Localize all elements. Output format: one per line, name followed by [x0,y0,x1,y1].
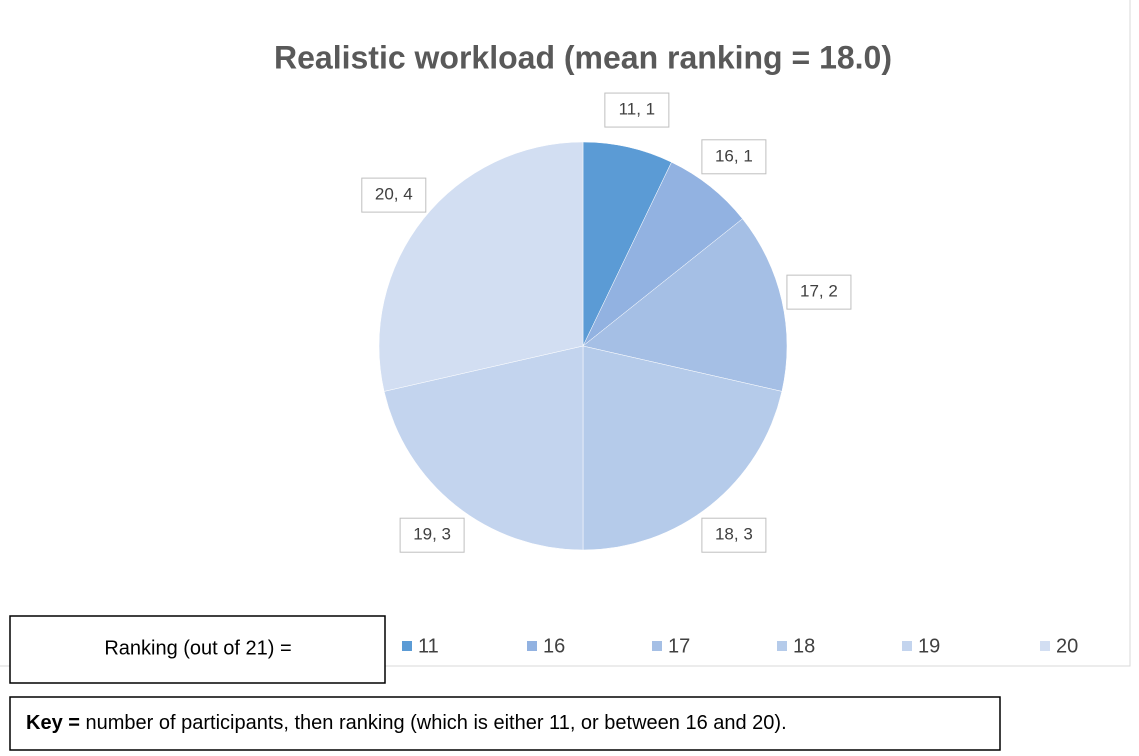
data-label-box [786,274,852,310]
key-box [9,696,1001,751]
data-label-box [361,177,427,213]
legend-title: Ranking (out of 21) = [104,637,291,659]
legend-title-box [9,615,386,684]
legend-label: 11 [418,635,439,657]
data-label: 16, 1 [715,146,753,165]
legend-label: 20 [1056,635,1078,657]
legend-swatch [777,641,787,651]
legend-label: 16 [543,635,565,657]
data-label: 20, 4 [375,185,413,204]
data-label-box [604,92,670,128]
legend-swatch [527,641,537,651]
legend-label: 17 [668,635,690,657]
pie-slice [582,345,783,551]
legend-swatch [402,641,412,651]
pie-slice [378,141,584,392]
legend-swatch [652,641,662,651]
key-text: number of participants, then ranking (wh… [80,712,787,734]
pie-slice [383,345,584,551]
data-label: 11, 1 [619,100,656,119]
legend-swatch [1040,641,1050,651]
data-label: 19, 3 [413,525,451,544]
legend-swatch [902,641,912,651]
data-label-box [701,517,767,553]
pie-slice [582,218,788,392]
data-label: 17, 2 [800,282,838,301]
data-label: 18, 3 [715,525,753,544]
legend-label: 18 [793,635,815,657]
data-label-box [701,139,767,175]
legend-label: 19 [918,635,940,657]
chart-title: Realistic workload (mean ranking = 18.0) [274,39,892,75]
key-note: Key = number of participants, then ranki… [26,712,787,734]
data-label-box [399,517,465,553]
key-label: Key = [26,712,80,734]
